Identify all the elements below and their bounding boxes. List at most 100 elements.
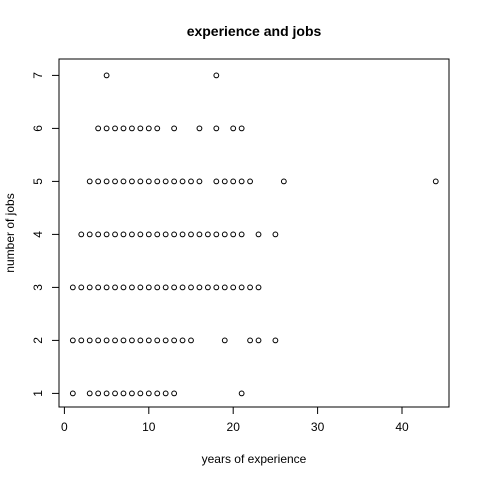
data-point [162,390,169,397]
data-point [120,125,127,132]
x-tick-label: 40 [395,420,409,434]
data-point [221,178,228,185]
data-point [120,178,127,185]
data-point [272,231,279,238]
data-point [196,284,203,291]
data-point [129,284,135,291]
data-point [179,337,186,344]
data-point [95,284,102,291]
data-point [112,337,118,344]
y-tick-label: 3 [31,284,45,291]
data-point [95,178,102,185]
data-point [154,337,161,344]
data-point [179,178,186,185]
data-point [112,125,118,132]
data-point [179,284,186,291]
chart-title: experience and jobs [187,23,322,39]
data-point [78,231,85,238]
data-point [137,284,144,291]
data-point [103,231,110,238]
data-point [86,390,93,397]
data-point [129,178,135,185]
data-point [162,231,169,238]
data-point [95,390,102,397]
data-point [247,284,253,291]
data-point [112,390,118,397]
y-tick-label: 7 [31,72,45,79]
data-point [154,231,161,238]
data-point [120,284,127,291]
data-point [162,337,169,344]
data-point [188,178,194,185]
data-point [255,284,262,291]
data-point [86,178,93,185]
x-tick-label: 0 [61,420,68,434]
data-point [162,178,169,185]
data-point [137,178,144,185]
data-point [137,337,144,344]
data-point [103,72,110,79]
data-point [238,125,245,132]
x-axis: 0 10 20 30 40 [61,406,409,434]
y-axis: 1 2 3 4 5 6 7 [31,72,60,397]
data-point [69,284,76,291]
data-point [213,178,220,185]
data-point [238,284,245,291]
data-point [196,125,203,132]
data-point [120,231,127,238]
data-point [145,125,152,132]
data-point [213,231,220,238]
data-point [171,337,178,344]
data-point [221,231,228,238]
data-point [78,337,85,344]
data-point [213,72,220,79]
data-point [145,390,152,397]
data-points [69,72,439,397]
data-point [103,390,110,397]
data-point [247,178,253,185]
data-point [247,337,253,344]
y-tick-label: 4 [31,231,45,238]
data-point [137,231,144,238]
data-point [69,337,76,344]
data-point [95,337,102,344]
data-point [280,178,287,185]
data-point [78,284,85,291]
data-point [129,231,135,238]
data-point [86,284,93,291]
data-point [154,390,161,397]
data-point [188,231,194,238]
data-point [188,337,194,344]
data-point [221,337,228,344]
data-point [103,337,110,344]
data-point [112,284,118,291]
data-point [171,284,178,291]
x-tick-label: 20 [227,420,241,434]
x-tick-label: 30 [311,420,325,434]
data-point [230,231,237,238]
y-tick-label: 6 [31,125,45,132]
data-point [137,125,144,132]
data-point [112,231,118,238]
y-tick-label: 2 [31,337,45,344]
data-point [103,178,110,185]
x-axis-label: years of experience [202,452,307,466]
data-point [238,390,245,397]
data-point [120,337,127,344]
data-point [179,231,186,238]
data-point [213,125,220,132]
data-point [95,125,102,132]
data-point [238,178,245,185]
data-point [145,337,152,344]
data-point [154,284,161,291]
y-tick-label: 1 [31,390,45,397]
data-point [196,178,203,185]
data-point [230,284,237,291]
y-axis-label: number of jobs [3,193,17,272]
data-point [95,231,102,238]
data-point [272,337,279,344]
data-point [86,337,93,344]
data-point [145,284,152,291]
data-point [204,284,211,291]
